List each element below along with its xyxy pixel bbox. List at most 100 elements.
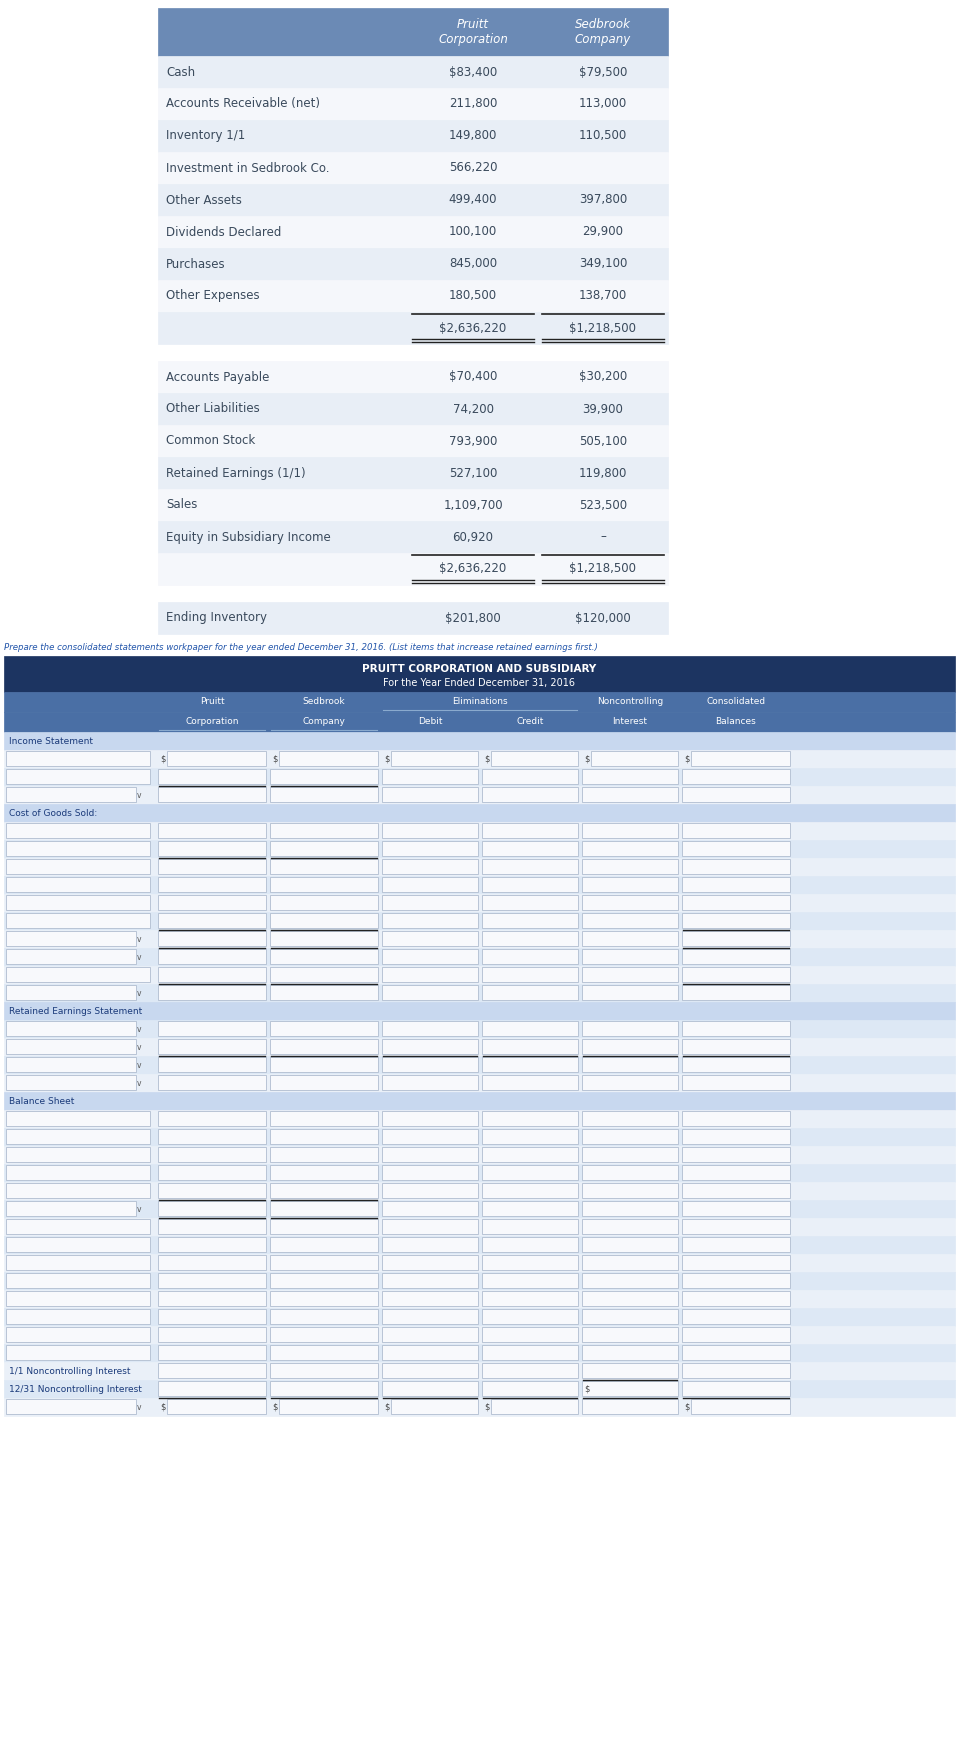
Bar	[382, 1381, 478, 1395]
Bar	[4, 1327, 955, 1344]
Bar	[270, 1254, 378, 1270]
Bar	[270, 1201, 378, 1215]
Bar	[6, 894, 150, 910]
Bar	[6, 824, 150, 838]
Bar	[482, 1201, 578, 1215]
Text: Consolidated: Consolidated	[707, 697, 765, 707]
Bar	[482, 984, 578, 1000]
Bar	[382, 841, 478, 856]
Text: $: $	[584, 1385, 590, 1394]
Bar	[6, 1291, 150, 1305]
Bar	[382, 1021, 478, 1035]
Text: $1,218,500: $1,218,500	[570, 321, 637, 335]
Text: Cash: Cash	[166, 65, 195, 79]
Bar	[6, 1309, 150, 1325]
Bar	[382, 1111, 478, 1125]
Text: Prepare the consolidated statements workpaper for the year ended December 31, 20: Prepare the consolidated statements work…	[4, 642, 597, 651]
Bar	[279, 1399, 378, 1415]
Bar	[682, 1219, 790, 1235]
Bar	[682, 1381, 790, 1395]
Bar	[482, 894, 578, 910]
Text: 29,900: 29,900	[582, 226, 623, 238]
Bar	[158, 841, 266, 856]
Bar	[582, 1309, 678, 1325]
Text: Equity in Subsidiary Income: Equity in Subsidiary Income	[166, 531, 331, 543]
Bar	[4, 1092, 955, 1110]
Bar	[270, 1164, 378, 1180]
Bar	[158, 1291, 266, 1305]
Bar	[6, 984, 136, 1000]
Bar	[270, 859, 378, 873]
Bar	[158, 1074, 266, 1090]
Bar	[382, 1129, 478, 1145]
Bar	[382, 931, 478, 946]
Text: 180,500: 180,500	[449, 289, 497, 302]
Bar	[270, 1057, 378, 1073]
Text: 499,400: 499,400	[449, 194, 498, 206]
Bar	[582, 1021, 678, 1035]
Bar	[382, 769, 478, 783]
Bar	[382, 894, 478, 910]
Bar	[582, 949, 678, 963]
Bar	[270, 1219, 378, 1235]
Text: PRUITT CORPORATION AND SUBSIDIARY: PRUITT CORPORATION AND SUBSIDIARY	[362, 663, 596, 674]
Text: Balances: Balances	[715, 718, 757, 727]
Bar	[158, 1274, 266, 1288]
Bar	[582, 1381, 678, 1395]
Text: Accounts Payable: Accounts Payable	[166, 370, 269, 383]
Text: Eliminations: Eliminations	[453, 697, 508, 707]
Text: $1,218,500: $1,218,500	[570, 563, 637, 575]
Bar	[158, 914, 266, 928]
Text: For the Year Ended December 31, 2016: For the Year Ended December 31, 2016	[383, 677, 575, 688]
Bar	[582, 841, 678, 856]
Text: 845,000: 845,000	[449, 258, 497, 270]
Bar	[682, 841, 790, 856]
Bar	[4, 767, 955, 787]
Bar	[482, 1164, 578, 1180]
Text: 1/1 Noncontrolling Interest: 1/1 Noncontrolling Interest	[9, 1367, 130, 1376]
Bar	[582, 1237, 678, 1252]
Bar	[270, 1309, 378, 1325]
Text: 74,200: 74,200	[453, 402, 494, 416]
Bar	[6, 1274, 150, 1288]
Bar	[582, 824, 678, 838]
Bar	[158, 312, 668, 344]
Bar	[270, 984, 378, 1000]
Bar	[582, 914, 678, 928]
Bar	[4, 947, 955, 967]
Bar	[4, 787, 955, 804]
Bar	[482, 787, 578, 803]
Text: Debit: Debit	[418, 718, 442, 727]
Bar	[158, 1111, 266, 1125]
Bar	[270, 1291, 378, 1305]
Bar	[4, 984, 955, 1002]
Bar	[482, 1291, 578, 1305]
Bar	[167, 1399, 266, 1415]
Bar	[4, 1399, 955, 1416]
Bar	[382, 1164, 478, 1180]
Bar	[491, 751, 578, 766]
Text: 39,900: 39,900	[582, 402, 623, 416]
Bar	[382, 1254, 478, 1270]
Bar	[158, 769, 266, 783]
Text: $: $	[384, 755, 389, 764]
Text: $: $	[272, 1402, 277, 1411]
Bar	[682, 859, 790, 873]
Text: 113,000: 113,000	[579, 97, 627, 111]
Bar	[4, 1074, 955, 1092]
Bar	[682, 894, 790, 910]
Text: v: v	[137, 1402, 141, 1411]
Bar	[158, 984, 266, 1000]
Bar	[582, 967, 678, 983]
Text: 793,900: 793,900	[449, 434, 497, 448]
Bar	[582, 1039, 678, 1055]
Text: v: v	[137, 988, 141, 997]
Bar	[691, 751, 790, 766]
Bar	[4, 691, 955, 713]
Bar	[582, 1274, 678, 1288]
Text: $: $	[272, 755, 277, 764]
Text: Inventory 1/1: Inventory 1/1	[166, 129, 246, 143]
Bar	[682, 1309, 790, 1325]
Text: Other Expenses: Other Expenses	[166, 289, 260, 302]
Bar	[582, 859, 678, 873]
